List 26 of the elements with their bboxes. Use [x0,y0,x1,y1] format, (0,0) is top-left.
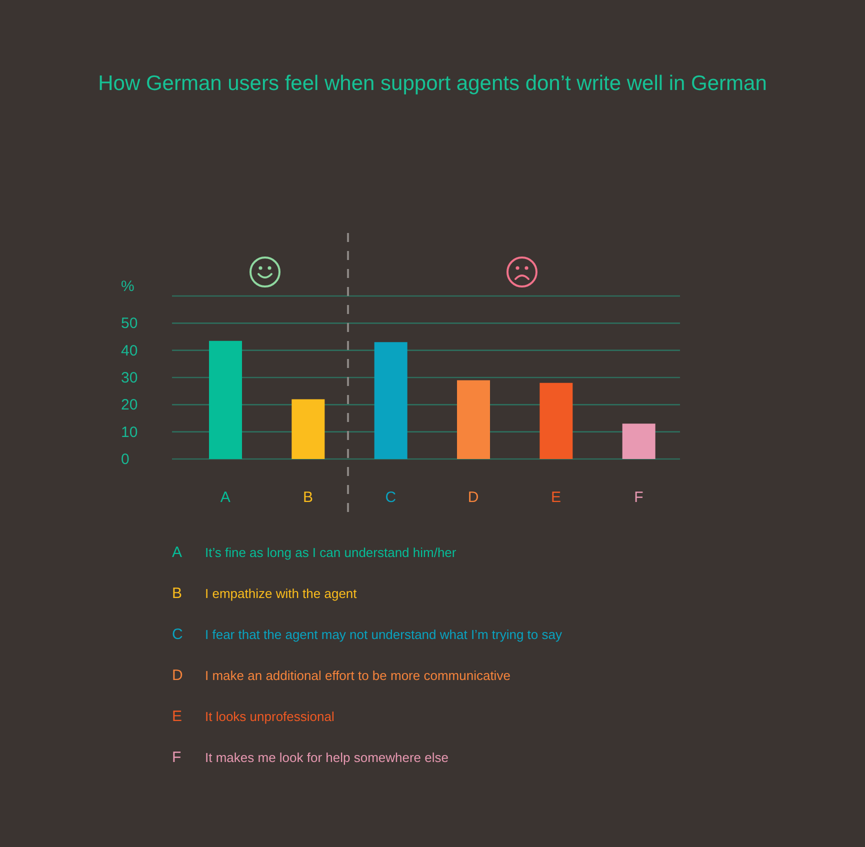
category-label: E [172,708,182,724]
x-tick-label: B [302,488,314,506]
category-label: F [172,748,182,766]
x-tick-label: C [385,488,396,506]
y-tick-label: 20 [121,396,138,414]
y-tick-label: 40 [121,342,138,359]
category-label: B [172,584,182,602]
category-label: D [172,666,183,684]
x-tick-label: D [468,488,479,506]
y-tick-label: 50 [121,314,138,332]
text: I make an additional effort to be more communicative [205,668,510,682]
text: I fear that the agent may not understand what I’m trying to say [205,626,562,642]
category-label: C [172,626,183,642]
text: It’s fine as long as I can understand him/her [205,544,456,560]
chart-title: How German users feel when support agents don’t write well in German [97,72,768,96]
text: It makes me look for help somewhere else [205,750,448,764]
y-axis-title: % [121,278,134,295]
y-tick-label: 30 [121,369,138,386]
y-tick-label: 0 [121,450,130,468]
text: I empathize with the agent [205,586,357,600]
y-tick-label: 10 [121,423,138,440]
x-tick-label: F [634,488,644,506]
x-tick-label: E [550,488,562,506]
text: It looks unprofessional [205,708,334,724]
x-tick-label: A [220,488,230,506]
category-label: A [172,544,182,560]
